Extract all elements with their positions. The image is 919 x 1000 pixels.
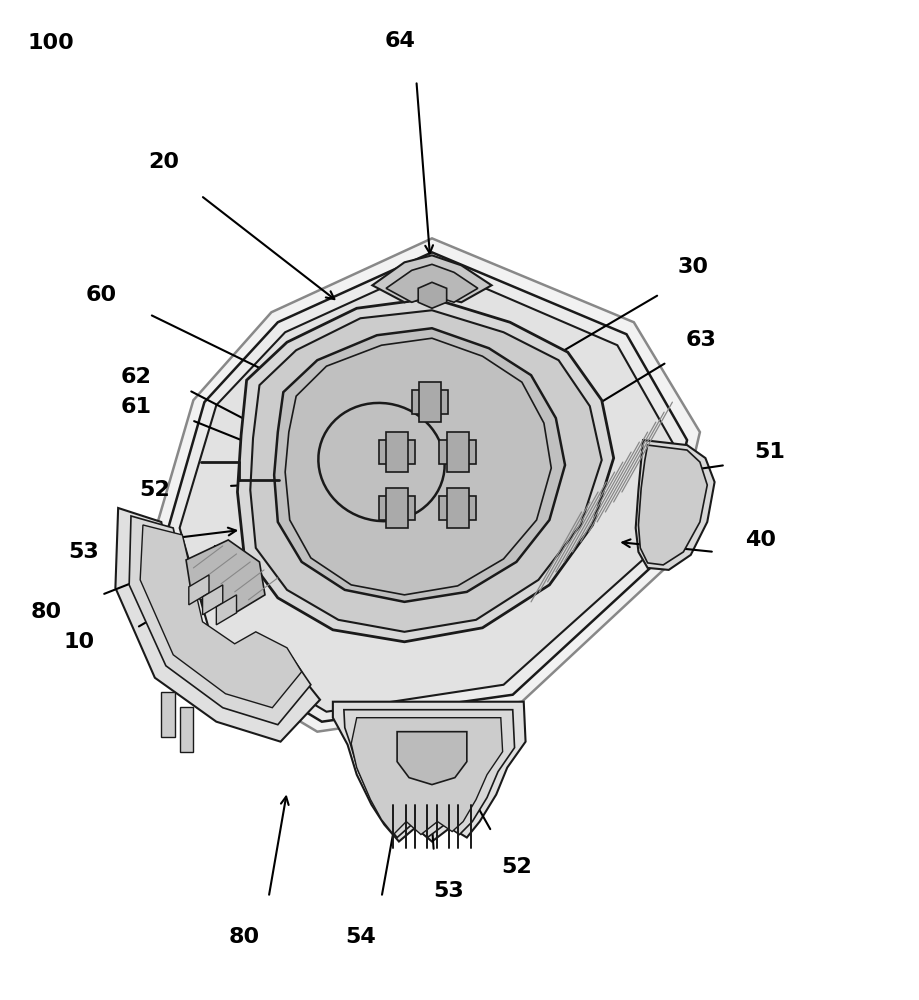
Polygon shape: [237, 298, 614, 642]
Text: 63: 63: [686, 330, 716, 350]
Polygon shape: [351, 718, 503, 835]
Polygon shape: [636, 440, 715, 570]
Text: 60: 60: [86, 285, 118, 305]
Polygon shape: [397, 732, 467, 785]
Polygon shape: [179, 265, 675, 712]
Text: 80: 80: [228, 927, 259, 947]
Polygon shape: [141, 525, 301, 708]
Polygon shape: [412, 390, 448, 414]
Polygon shape: [439, 440, 476, 464]
Polygon shape: [386, 264, 478, 302]
Polygon shape: [419, 382, 441, 422]
Text: 40: 40: [745, 530, 776, 550]
Polygon shape: [447, 488, 469, 528]
Polygon shape: [179, 707, 193, 752]
Text: 20: 20: [149, 152, 179, 172]
Text: 64: 64: [384, 31, 415, 51]
Polygon shape: [386, 488, 408, 528]
Text: 62: 62: [121, 367, 152, 387]
Text: 30: 30: [678, 257, 709, 277]
Text: 100: 100: [28, 33, 74, 53]
Polygon shape: [167, 252, 687, 722]
Polygon shape: [161, 692, 175, 737]
Polygon shape: [379, 496, 415, 520]
Polygon shape: [379, 440, 415, 464]
Polygon shape: [639, 445, 708, 565]
Text: 51: 51: [754, 442, 785, 462]
Polygon shape: [447, 432, 469, 472]
Text: 10: 10: [63, 632, 95, 652]
Polygon shape: [333, 702, 526, 842]
Text: 80: 80: [31, 602, 62, 622]
Polygon shape: [216, 595, 236, 625]
Polygon shape: [250, 310, 602, 632]
Text: 61: 61: [121, 397, 152, 417]
Polygon shape: [130, 516, 311, 725]
Polygon shape: [186, 540, 265, 615]
Polygon shape: [418, 282, 447, 308]
Polygon shape: [202, 585, 222, 615]
Polygon shape: [116, 508, 320, 742]
Polygon shape: [274, 328, 565, 602]
Polygon shape: [439, 496, 476, 520]
Polygon shape: [386, 432, 408, 472]
Text: 52: 52: [501, 857, 532, 877]
Polygon shape: [155, 238, 700, 732]
Polygon shape: [188, 575, 209, 605]
Text: 52: 52: [140, 480, 170, 500]
Polygon shape: [344, 710, 515, 838]
Text: 54: 54: [345, 927, 376, 947]
Polygon shape: [372, 255, 492, 302]
Text: 53: 53: [68, 542, 98, 562]
Text: 53: 53: [433, 881, 464, 901]
